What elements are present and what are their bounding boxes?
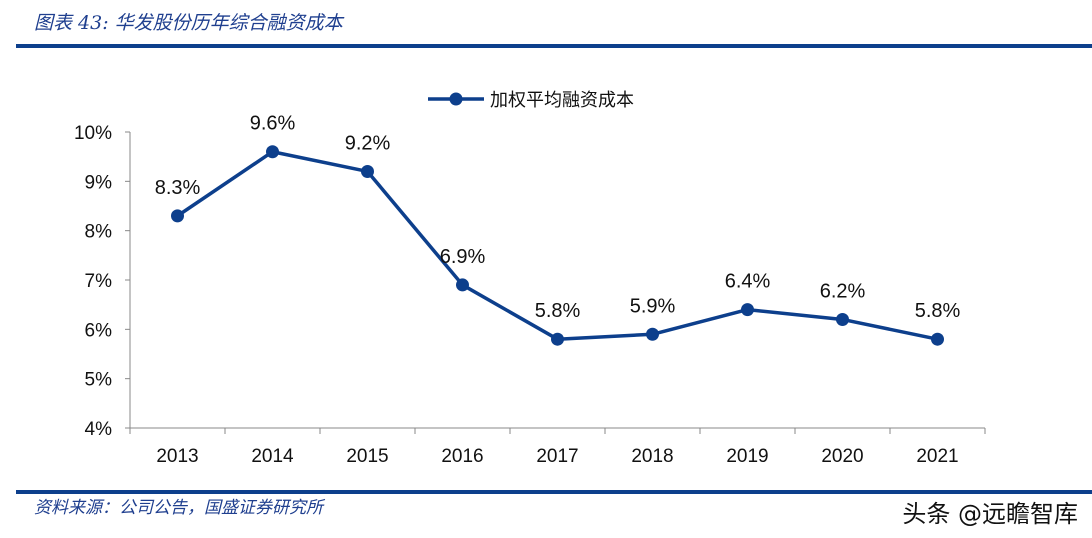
x-tick-label: 2014 [251,446,294,467]
y-tick-label: 10% [74,123,112,144]
x-tick-label: 2013 [156,446,198,467]
y-tick-label: 8% [85,222,113,243]
y-tick-label: 5% [85,370,113,391]
line-chart: 4% 5% 6% 7% 8% 9% 10% 2013 2014 2015 2016 2017 2018 2… [74,90,986,467]
source-note: 资料来源：公司公告，国盛证券研究所 [34,498,323,518]
figure-title: 图表 43: 华发股份历年综合融资成本 [34,12,343,34]
data-label: 9.2% [345,132,391,154]
header-divider [16,44,1092,48]
y-tick-label: 4% [85,419,113,440]
data-point [836,312,849,326]
footer-divider [16,490,1092,494]
legend-label: 加权平均融资成本 [490,90,634,110]
y-tick-label: 6% [85,320,113,341]
data-label: 6.4% [725,271,771,293]
data-point [361,164,374,178]
x-tick-label: 2020 [821,446,863,467]
x-tick-label: 2015 [346,446,388,467]
y-tick-label: 9% [85,172,113,193]
data-point [266,145,279,159]
x-tick-label: 2021 [916,446,958,467]
data-point [171,209,184,223]
data-label: 5.8% [535,300,581,322]
data-label: 6.9% [440,246,486,268]
data-point [931,332,944,346]
x-tick-label: 2017 [536,446,578,467]
data-label: 9.6% [250,113,296,135]
x-tick-label: 2016 [441,446,483,467]
data-label: 6.2% [820,280,866,302]
x-tick-label: 2019 [726,446,768,467]
data-point [741,303,754,317]
legend-marker [449,92,463,106]
watermark: 头条 @远瞻智库 [902,500,1078,528]
y-tick-label: 7% [85,271,113,292]
data-point [551,332,564,346]
data-label: 5.9% [630,295,676,317]
x-tick-label: 2018 [631,446,673,467]
data-point [456,278,469,292]
data-label: 8.3% [155,177,201,199]
data-point [646,327,659,341]
data-label: 5.8% [915,300,961,322]
